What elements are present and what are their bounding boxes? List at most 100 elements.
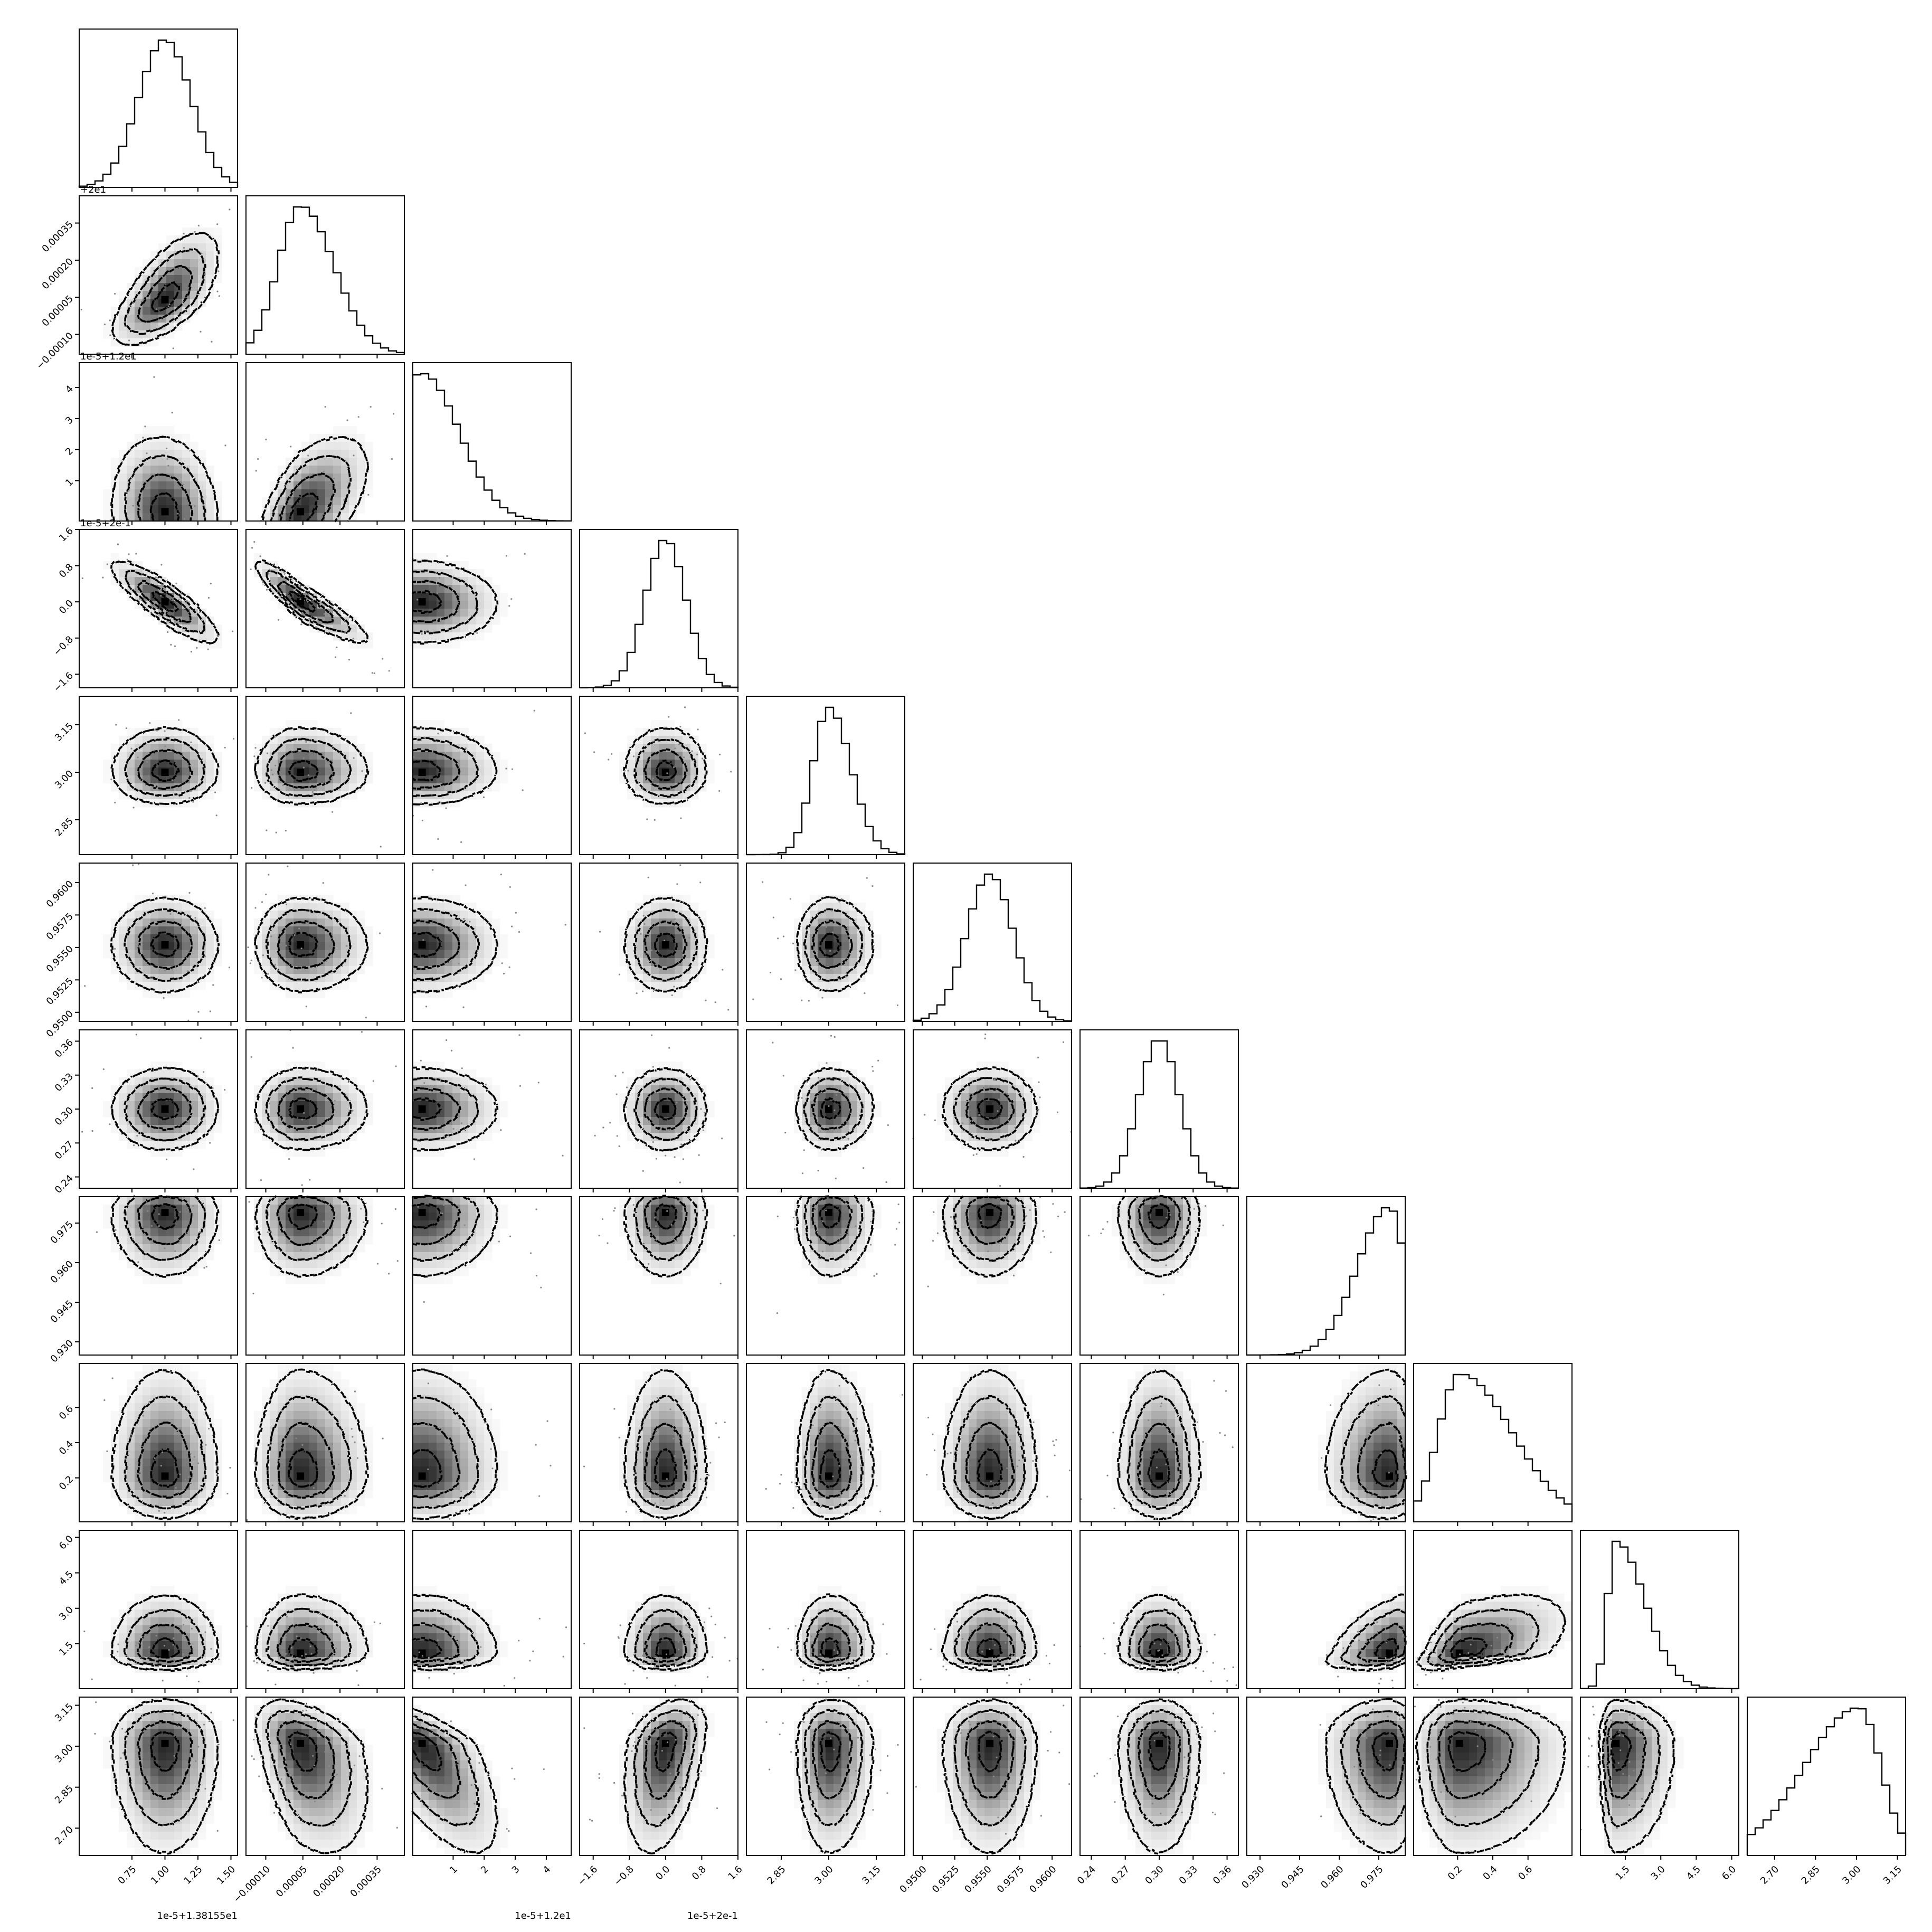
- density-cell: [357, 760, 365, 768]
- sample-point: [302, 757, 305, 759]
- density-cell: [500, 609, 508, 617]
- density-cell: [675, 950, 683, 959]
- density-cell: [333, 1228, 342, 1237]
- contour-level-3: [111, 232, 220, 346]
- density-cell: [659, 760, 667, 768]
- density-cell: [143, 760, 151, 768]
- panel-frame: [245, 1029, 405, 1189]
- density-cell: [349, 624, 357, 633]
- density-cell: [135, 1427, 143, 1435]
- density-cell: [635, 1244, 643, 1253]
- contour-level-1: [412, 920, 460, 970]
- density-cell: [484, 1077, 493, 1086]
- sample-point: [229, 209, 231, 211]
- density-cell: [301, 950, 310, 959]
- density-cell: [452, 926, 461, 935]
- density-cell: [429, 1125, 437, 1133]
- density-cell: [206, 235, 214, 244]
- sample-point: [198, 1231, 201, 1233]
- density-cell: [651, 1093, 659, 1102]
- density-cell: [293, 1411, 302, 1419]
- density-cell: [659, 728, 667, 736]
- density-cell: [834, 1062, 842, 1070]
- panel-frame: [412, 863, 572, 1022]
- density-cell: [325, 1109, 334, 1117]
- density-cell: [317, 1443, 326, 1451]
- density-cell: [127, 768, 135, 776]
- density-cell: [262, 1411, 270, 1419]
- sample-point: [91, 1087, 93, 1089]
- density-cell: [627, 926, 636, 935]
- density-cell: [675, 982, 683, 990]
- density-cell: [278, 1387, 286, 1396]
- density-cell: [834, 982, 842, 990]
- density-cell: [143, 768, 151, 776]
- density-cell: [293, 1371, 302, 1380]
- sample-point: [311, 791, 314, 793]
- density-cell: [635, 744, 643, 752]
- density-cell: [333, 1482, 342, 1491]
- sample-point: [632, 1204, 634, 1206]
- sample-point: [821, 1251, 824, 1253]
- density-cell: [143, 1213, 151, 1221]
- density-cell: [841, 934, 850, 943]
- panel-frame: [245, 362, 405, 522]
- contour-level-1: [276, 580, 334, 624]
- density-cell: [143, 1506, 151, 1514]
- sample-point: [309, 1179, 311, 1181]
- density-cell: [349, 760, 357, 768]
- sample-point: [689, 784, 691, 786]
- density-cell: [182, 934, 191, 943]
- sample-point: [650, 1034, 653, 1036]
- density-cell: [135, 911, 143, 919]
- density-cell: [301, 720, 310, 728]
- density-cell: [452, 1252, 461, 1261]
- density-cell: [166, 799, 175, 808]
- density-cell: [818, 1228, 826, 1237]
- sample-point: [676, 1102, 678, 1104]
- density-cell: [841, 1260, 850, 1268]
- density-cell: [667, 982, 675, 990]
- density-cell: [119, 1117, 127, 1125]
- density-cell: [484, 934, 493, 943]
- density-cell: [349, 1443, 357, 1451]
- density-cell: [278, 974, 286, 982]
- density-cell: [198, 259, 206, 268]
- density-cell: [325, 958, 334, 967]
- density-peak: [161, 769, 169, 776]
- density-cell: [293, 1149, 302, 1157]
- contour-level-0: [819, 932, 842, 958]
- density-cell: [413, 1141, 421, 1149]
- sample-point: [808, 1000, 810, 1002]
- density-cell: [627, 950, 636, 959]
- density-cell: [365, 926, 373, 935]
- density-cell: [293, 911, 302, 919]
- density-cell: [476, 752, 485, 760]
- density-cell: [214, 1236, 222, 1245]
- density-peak: [418, 598, 426, 606]
- density-cell: [262, 752, 270, 760]
- y-tick-label: −0.00010: [34, 330, 75, 372]
- density-cell: [150, 903, 159, 911]
- density-cell: [190, 609, 198, 617]
- sample-point: [978, 1114, 980, 1116]
- density-cell: [429, 1069, 437, 1078]
- contour-level-3: [110, 896, 220, 994]
- sample-point: [350, 712, 352, 714]
- density-cell: [119, 918, 127, 927]
- density-cell: [826, 1069, 834, 1078]
- density-cell: [182, 1101, 191, 1110]
- sample-point: [663, 939, 666, 942]
- sample-point: [190, 741, 192, 743]
- density-cell: [293, 585, 302, 593]
- panel-frame: [579, 1029, 738, 1189]
- density-cell: [286, 1379, 294, 1388]
- sample-point: [1056, 1111, 1059, 1113]
- density-cell: [492, 1236, 500, 1245]
- density-cell: [341, 466, 349, 474]
- sample-point: [449, 1118, 451, 1121]
- sample-point: [719, 753, 721, 755]
- density-cell: [206, 267, 214, 276]
- density-cell: [286, 1220, 294, 1229]
- density-peak: [418, 1105, 426, 1113]
